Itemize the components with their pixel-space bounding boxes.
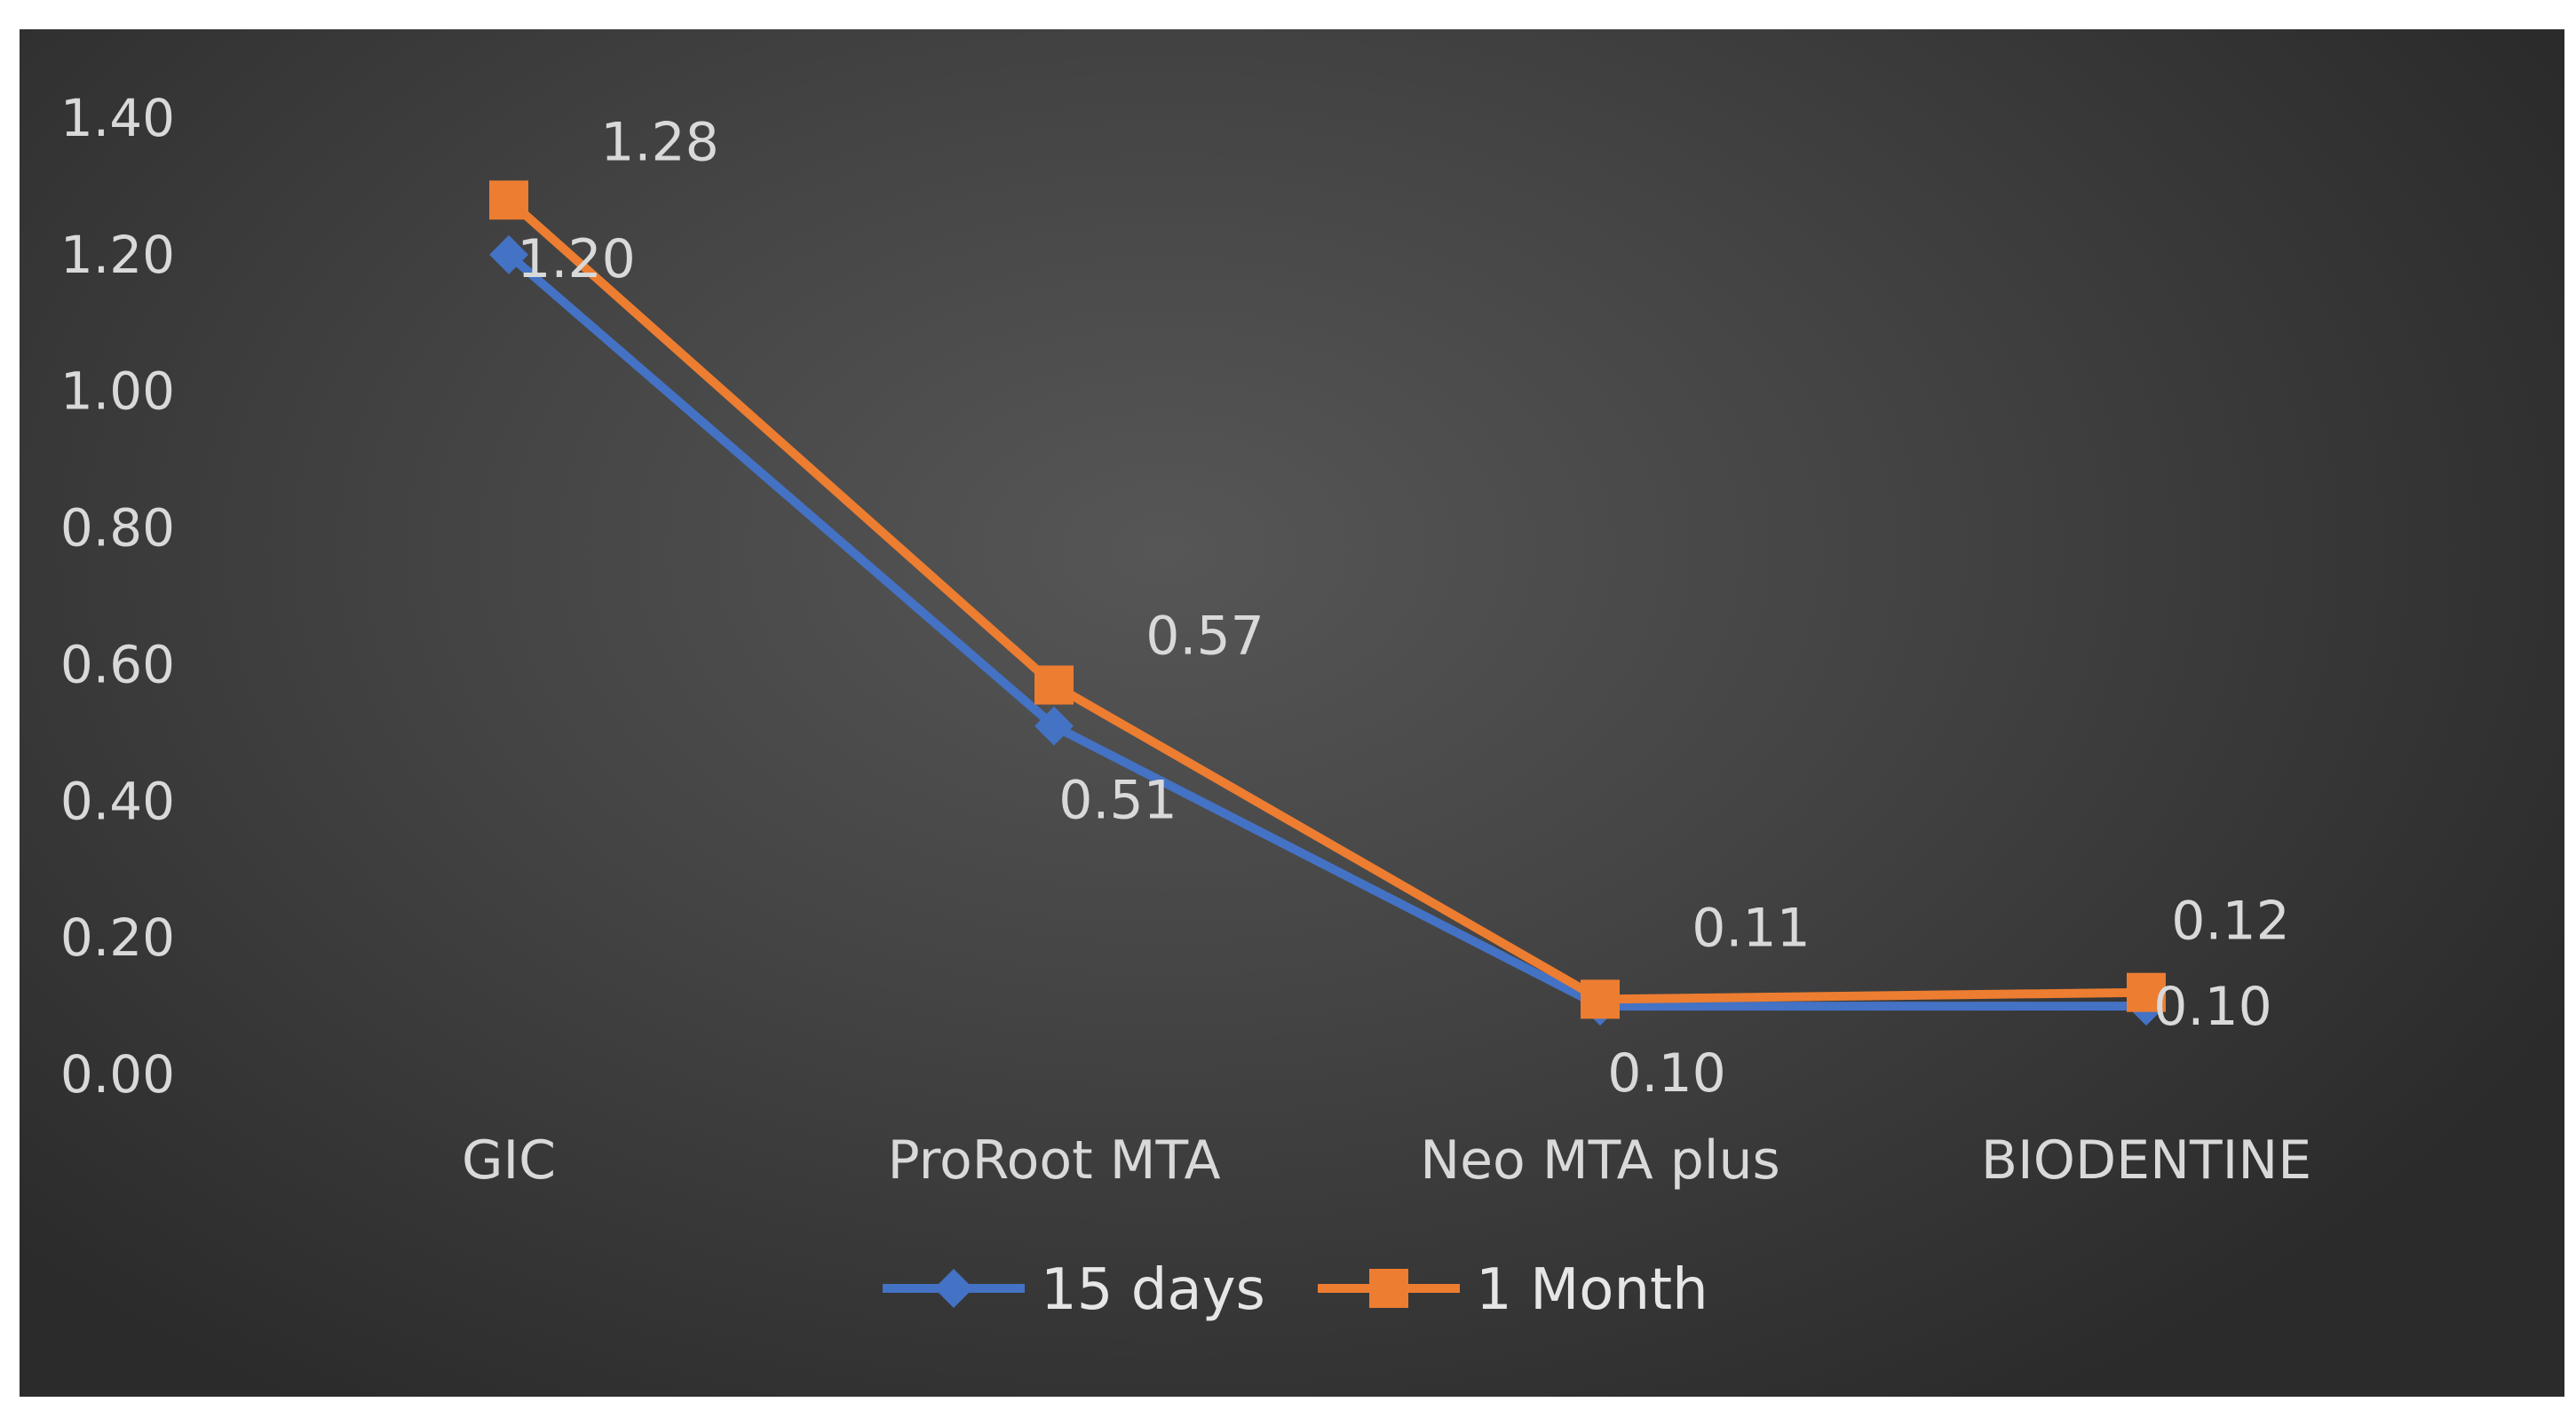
legend-item-15-days: 15 days: [883, 1257, 1265, 1323]
data-label: 0.57: [1145, 606, 1264, 668]
data-point-marker: [489, 180, 528, 220]
data-point-marker: [2127, 972, 2166, 1012]
line-chart: 0.00 0.20 0.40 0.60 0.80 1.00 1.20 1.40 GIC ProR…: [60, 88, 2311, 1323]
x-axis-category-labels: GIC ProRoot MTA Neo MTA plus BIODENTINE: [462, 1129, 2311, 1192]
y-tick-label: 0.20: [60, 907, 175, 968]
series-line-15-days: [504, 250, 2151, 1011]
data-point-marker: [1581, 979, 1620, 1019]
legend-marker: [934, 1269, 973, 1308]
data-labels: 1.20 0.51 0.10 0.10 1.28 0.57 0.11 0.12: [517, 111, 2290, 1105]
legend: 15 days 1 Month: [883, 1257, 1708, 1323]
data-point-marker: [489, 234, 528, 274]
legend-label: 15 days: [1041, 1257, 1265, 1323]
series-lines: [504, 195, 2151, 1011]
y-tick-label: 1.20: [60, 225, 175, 285]
data-label: 0.11: [1692, 897, 1811, 959]
y-tick-label: 0.00: [60, 1044, 175, 1105]
series-line-1-month: [504, 195, 2151, 1004]
x-category-label: BIODENTINE: [1981, 1129, 2311, 1192]
data-label: 0.51: [1058, 770, 1177, 832]
y-axis-tick-labels: 0.00 0.20 0.40 0.60 0.80 1.00 1.20 1.40: [60, 88, 175, 1105]
legend-label: 1 Month: [1476, 1257, 1708, 1323]
data-label: 1.28: [600, 111, 719, 173]
x-category-label: GIC: [462, 1129, 556, 1192]
x-category-label: Neo MTA plus: [1420, 1129, 1780, 1192]
y-tick-label: 0.60: [60, 634, 175, 694]
data-label: 0.10: [2153, 976, 2272, 1038]
y-tick-label: 1.00: [60, 361, 175, 422]
data-label: 0.10: [1607, 1042, 1726, 1105]
y-tick-label: 0.80: [60, 498, 175, 559]
data-point-marker: [1034, 706, 1074, 746]
chart-area: 0.00 0.20 0.40 0.60 0.80 1.00 1.20 1.40 GIC ProR…: [20, 29, 2564, 1397]
legend-marker: [1369, 1269, 1408, 1308]
data-label: 1.20: [517, 228, 636, 290]
x-category-label: ProRoot MTA: [888, 1129, 1221, 1192]
data-point-marker: [1034, 665, 1074, 705]
y-tick-label: 0.40: [60, 771, 175, 831]
y-tick-label: 1.40: [60, 88, 175, 148]
series-markers: [489, 180, 2166, 1026]
legend-item-1-month: 1 Month: [1318, 1257, 1708, 1323]
data-label: 0.12: [2171, 891, 2290, 953]
